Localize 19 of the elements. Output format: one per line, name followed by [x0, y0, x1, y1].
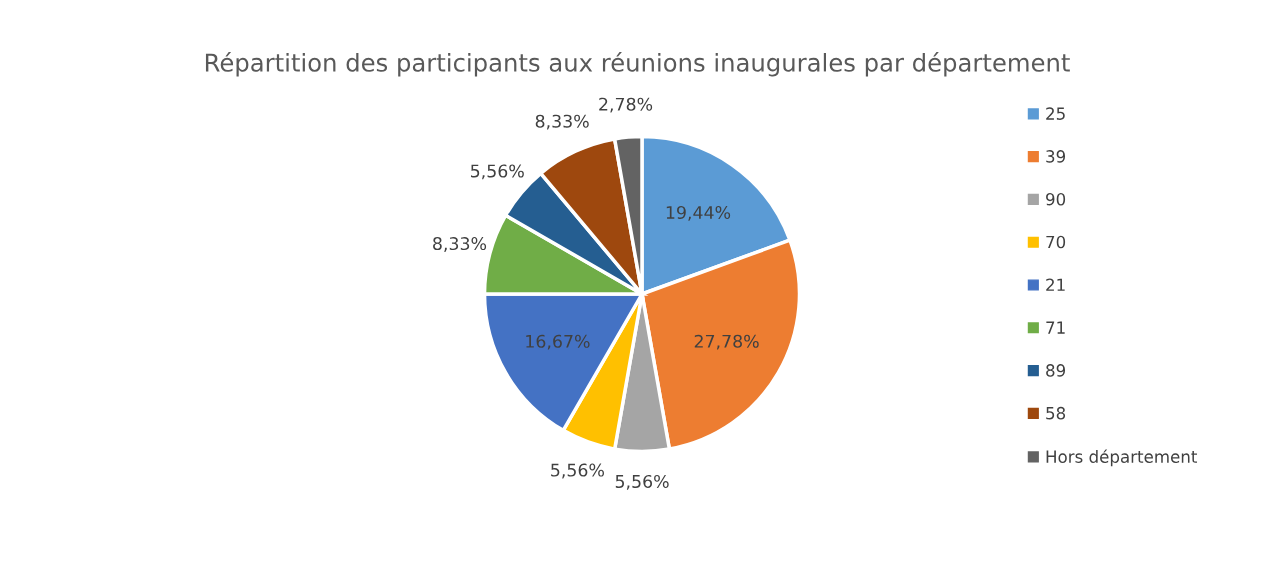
- data-label: 5,56%: [471, 164, 524, 180]
- data-label: 5,56%: [615, 474, 669, 490]
- chart-title: Répartition des participants aux réunions inaugurales par département: [205, 52, 1070, 77]
- data-label: 27,78%: [694, 334, 759, 350]
- legend-label: 25: [1046, 107, 1065, 120]
- legend-label: 71: [1046, 321, 1065, 334]
- legend-label: 39: [1046, 150, 1066, 163]
- legend-label: 21: [1046, 278, 1065, 291]
- data-label: 8,33%: [433, 236, 487, 252]
- data-label: 16,67%: [526, 334, 590, 350]
- legend-label: Hors département: [1046, 449, 1198, 467]
- legend-label: 89: [1046, 364, 1066, 377]
- legend-label: 90: [1046, 192, 1066, 206]
- data-label: 8,33%: [535, 114, 589, 130]
- data-label: 2,78%: [599, 97, 653, 113]
- data-label: 5,56%: [551, 463, 604, 479]
- data-label: 19,44%: [666, 205, 731, 221]
- legend-label: 70: [1046, 235, 1066, 249]
- legend-label: 58: [1046, 406, 1066, 420]
